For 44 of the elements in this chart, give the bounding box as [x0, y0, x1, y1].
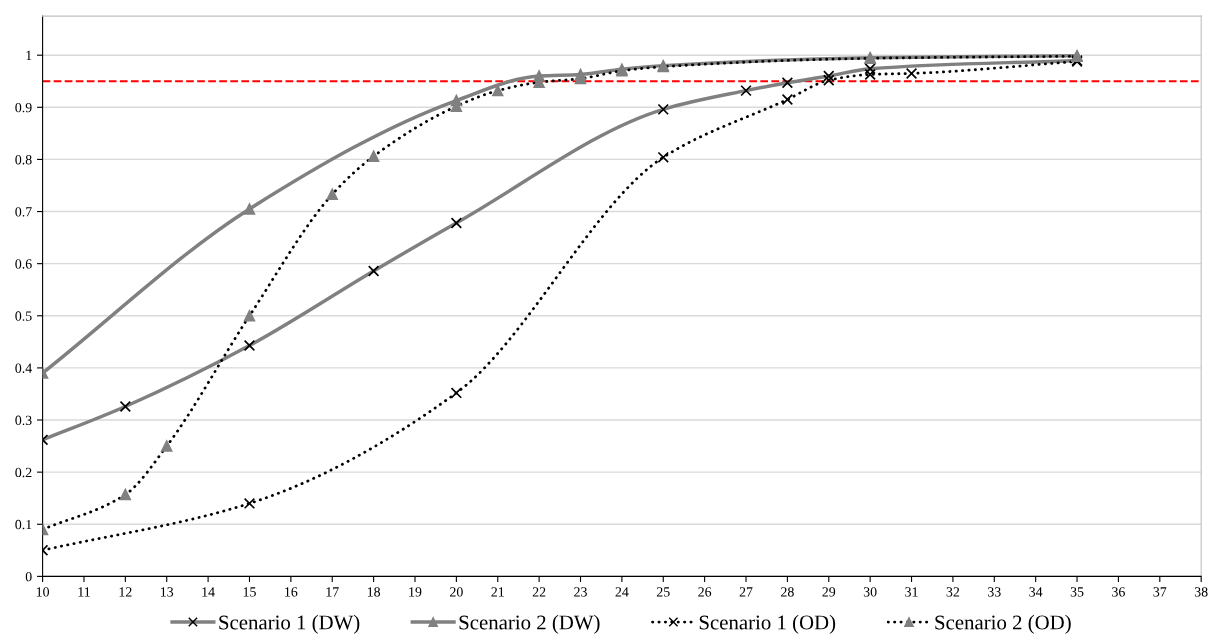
y-tick-label: 1 [26, 50, 32, 61]
x-tick-label: 10 [36, 587, 50, 597]
y-tick-label: 0 [25, 571, 32, 582]
x-tick-label: 15 [243, 587, 256, 597]
x-tick-label: 12 [119, 587, 132, 597]
legend-label: Scenario 2 (DW) [459, 614, 600, 634]
legend-label: Scenario 1 (OD) [699, 614, 836, 634]
x-tick-label: 31 [905, 587, 918, 597]
x-tick-label: 27 [739, 587, 753, 597]
x-tick-label: 19 [409, 587, 422, 597]
x-tick-label: 25 [656, 587, 670, 597]
x-tick-label: 24 [615, 587, 629, 597]
x-tick-label: 28 [781, 587, 794, 597]
y-tick-label: 0.2 [15, 467, 32, 478]
y-tick-label: 0.9 [15, 102, 32, 113]
x-tick-label: 14 [202, 587, 215, 597]
x-tick-label: 22 [532, 587, 546, 597]
y-tick-label: 0.8 [15, 155, 32, 165]
legend-label: Scenario 1 (DW) [219, 614, 360, 634]
x-tick-label: 17 [326, 587, 339, 597]
x-tick-label: 38 [1194, 587, 1208, 597]
x-tick-label: 18 [367, 587, 381, 597]
x-tick-label: 20 [450, 587, 463, 597]
y-tick-label: 0.3 [15, 415, 32, 426]
legend-label: Scenario 2 (OD) [935, 614, 1071, 634]
x-tick-label: 30 [863, 587, 877, 597]
y-tick-label: 0.5 [15, 311, 32, 321]
y-tick-label: 0.6 [15, 259, 32, 269]
y-tick-label: 0.4 [15, 363, 32, 373]
x-tick-label: 33 [988, 587, 1001, 597]
x-tick-label: 32 [946, 587, 960, 597]
x-tick-label: 29 [822, 587, 836, 597]
x-tick-label: 16 [285, 587, 298, 597]
y-tick-label: 0.7 [15, 207, 32, 217]
x-tick-label: 23 [574, 587, 587, 597]
x-tick-label: 26 [698, 587, 712, 597]
x-tick-label: 11 [78, 587, 90, 597]
x-tick-label: 34 [1029, 587, 1043, 597]
y-tick-label: 0.1 [15, 519, 32, 530]
x-tick-label: 37 [1153, 587, 1167, 597]
x-tick-label: 13 [161, 587, 174, 597]
x-tick-label: 21 [491, 587, 504, 597]
x-tick-label: 35 [1070, 587, 1084, 597]
x-tick-label: 36 [1112, 587, 1125, 597]
